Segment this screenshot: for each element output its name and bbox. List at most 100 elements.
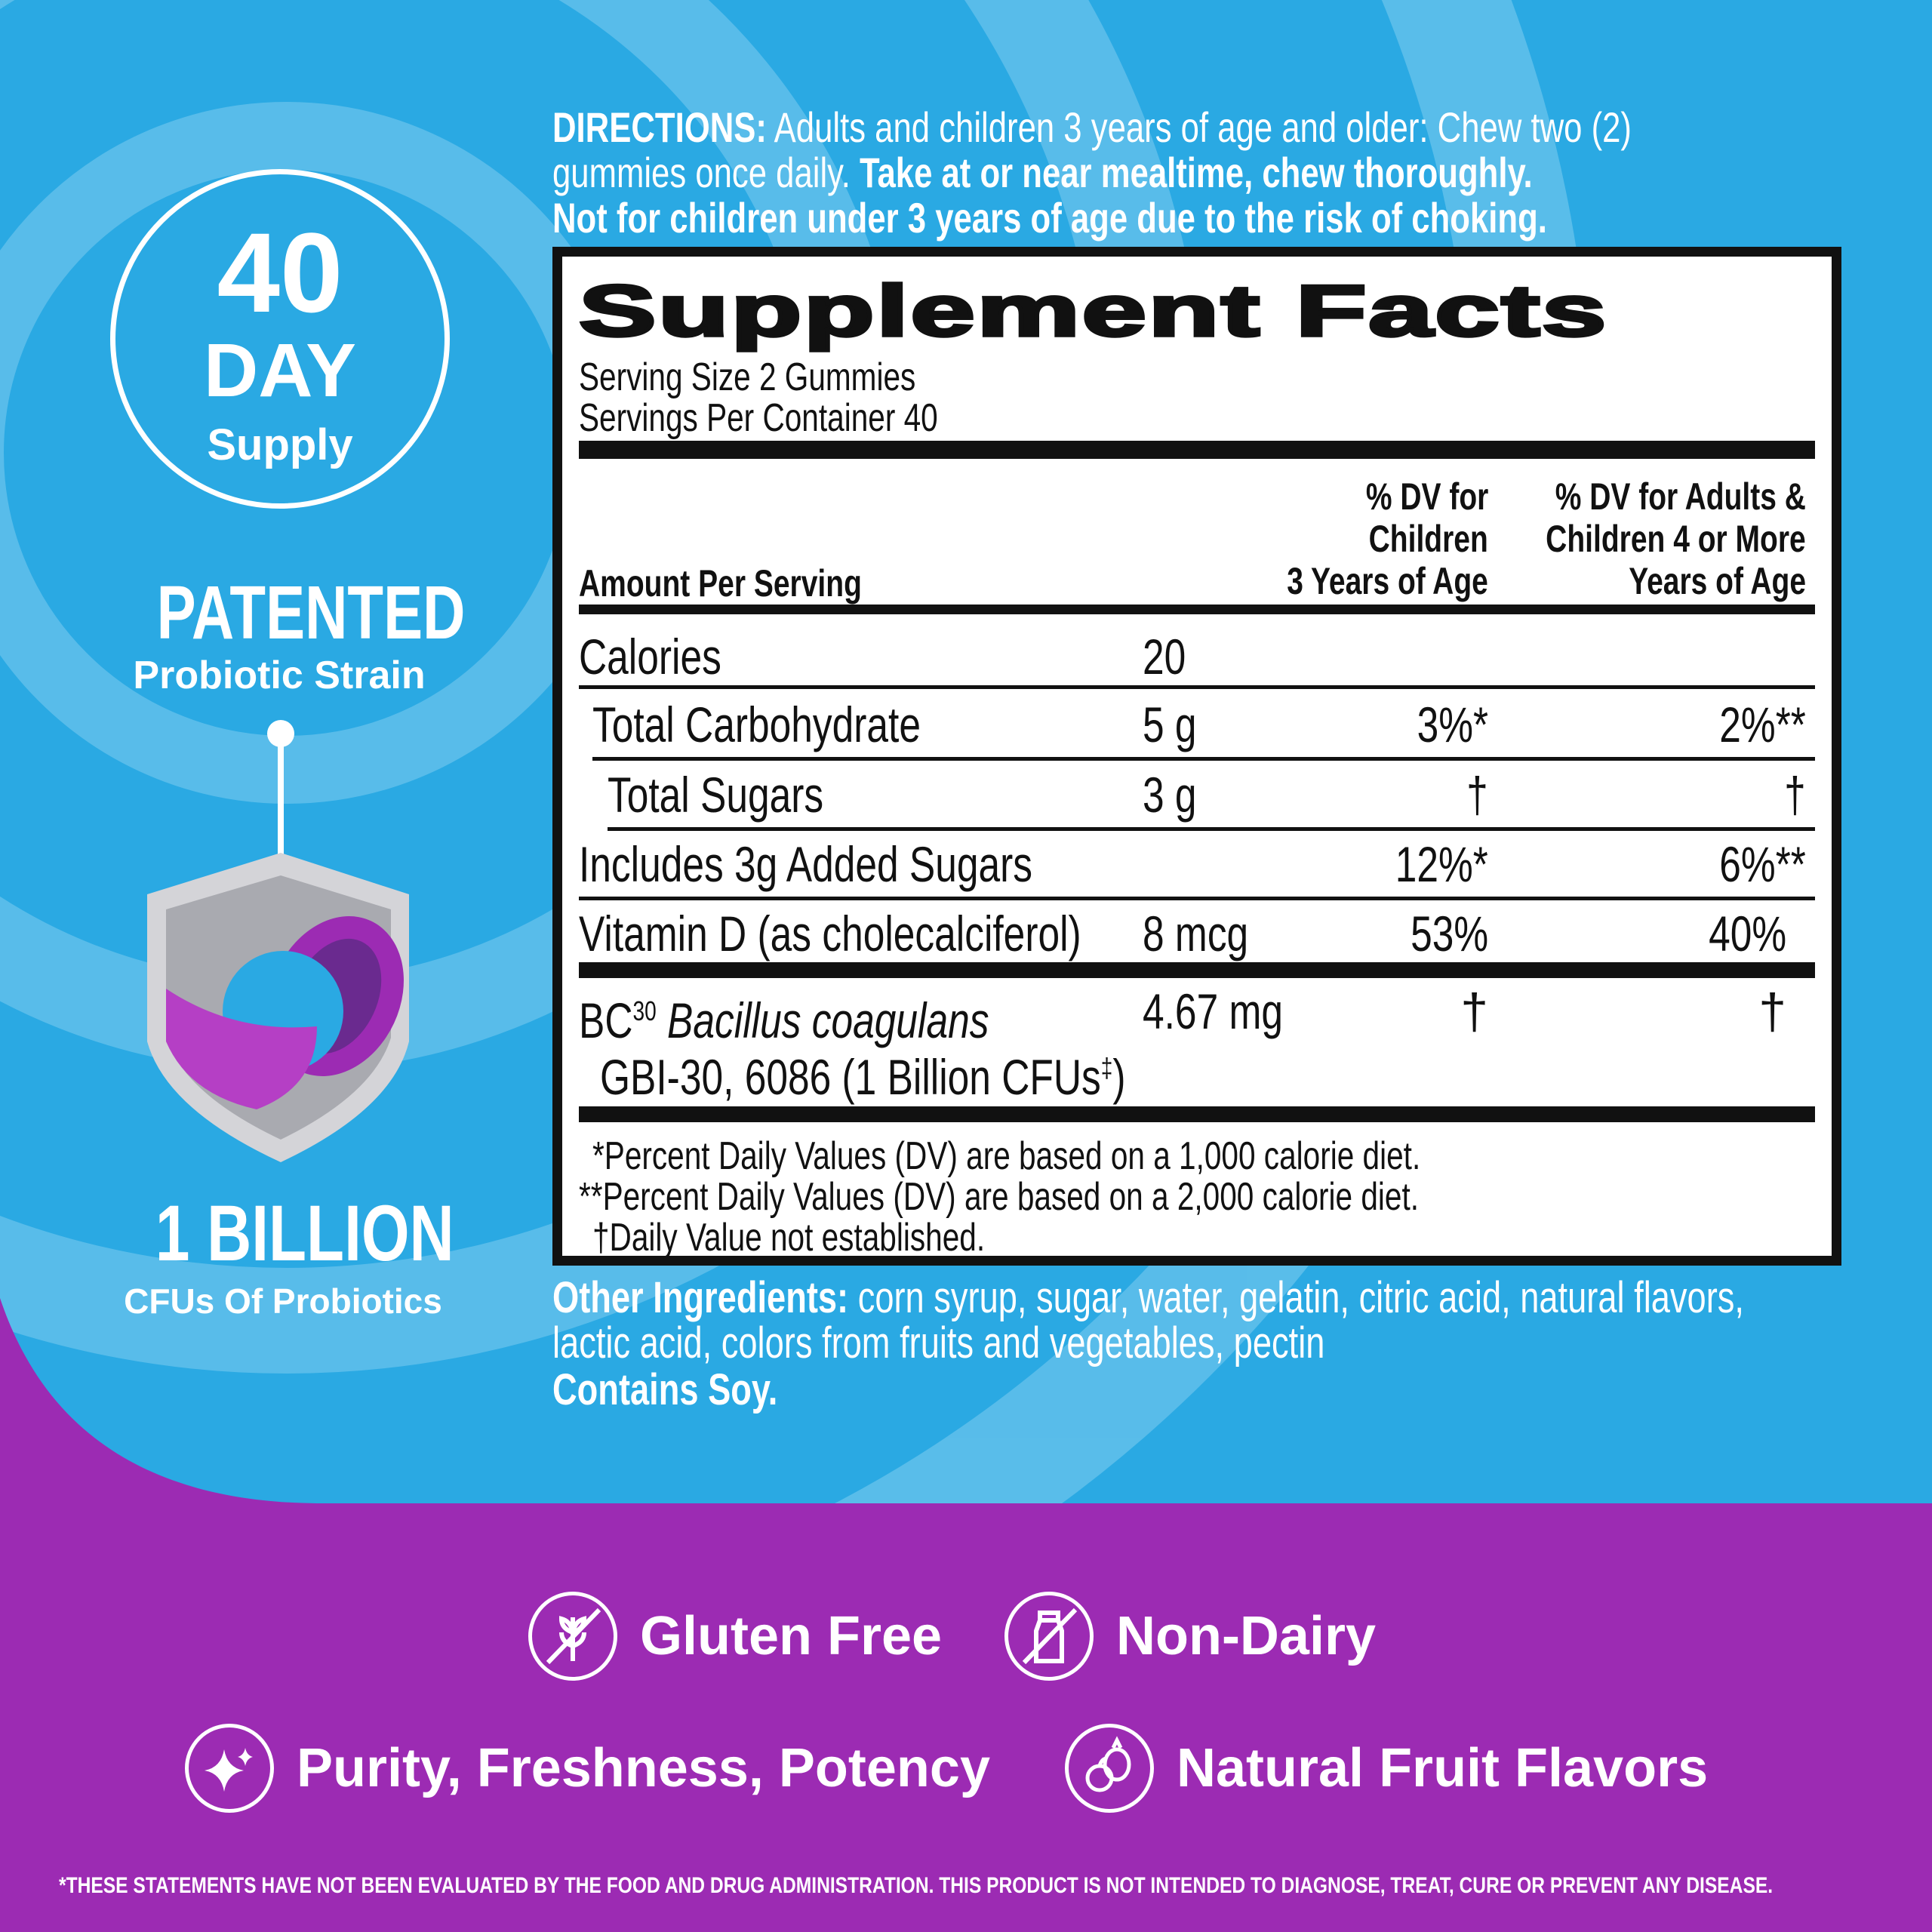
nutrient-amount-text: 5 g xyxy=(1143,697,1197,752)
footnote-3: †Daily Value not established. xyxy=(592,1217,1096,1258)
header-line: % DV for Adults & xyxy=(1555,475,1806,518)
badge-label: Gluten Free xyxy=(640,1606,943,1666)
fda-disclaimer: *THESE STATEMENTS HAVE NOT BEEN EVALUATE… xyxy=(59,1873,1932,1899)
nutrient-name: Total Sugars xyxy=(608,768,884,821)
nutrient-dv-children-text: 3%* xyxy=(1417,697,1488,752)
nutrient-dv-children-text: † xyxy=(1466,767,1488,823)
row-divider xyxy=(592,757,1815,761)
servings-text: Servings Per Container 40 xyxy=(579,396,938,440)
cfus-label: CFUs Of Probiotics xyxy=(124,1281,442,1321)
days-count: 40 xyxy=(217,209,343,336)
fruit-icon xyxy=(1065,1724,1154,1813)
children-dv-header: % DV for Children 3 Years of Age xyxy=(1230,475,1488,602)
probiotic-prefix: BC xyxy=(579,992,633,1048)
probiotic-amount: 4.67 mg xyxy=(1143,985,1322,1038)
supply-label: Supply xyxy=(207,420,353,469)
supply-badge: 40 DAY Supply xyxy=(110,169,450,509)
patented-text: PATENTED xyxy=(156,571,466,655)
directions-line-1: DIRECTIONS: Adults and children 3 years … xyxy=(552,105,1932,150)
divider-medium xyxy=(579,605,1815,614)
allergen-statement: Contains Soy. xyxy=(552,1367,841,1413)
nutrient-dv-children: † xyxy=(1460,768,1488,821)
facts-title-text: Supplement Facts xyxy=(577,270,1609,352)
probiotic-dv-children: † xyxy=(1460,983,1488,1039)
footnote-text: **Percent Daily Values (DV) are based on… xyxy=(579,1175,1420,1219)
footnote-text: *Percent Daily Values (DV) are based on … xyxy=(592,1134,1421,1178)
day-label: DAY xyxy=(204,328,356,413)
serving-size-text: Serving Size 2 Gummies xyxy=(579,355,916,399)
supplement-facts-panel: Supplement Facts Serving Size 2 Gummies … xyxy=(552,247,1841,1266)
choking-warning: Not for children under 3 years of age du… xyxy=(552,194,1547,242)
ingredients-label: Other Ingredients: xyxy=(552,1273,849,1322)
allergen-text: Contains Soy. xyxy=(552,1365,778,1414)
nutrient-amount: 5 g xyxy=(1143,698,1212,751)
nutrient-name-text: Vitamin D (as cholecalciferol) xyxy=(579,906,1081,961)
divider-thick xyxy=(579,1106,1815,1122)
nutrient-amount: 8 mcg xyxy=(1143,907,1278,960)
directions-emphasis: Take at or near mealtime, chew thoroughl… xyxy=(860,149,1533,196)
nutrient-dv-children: 3%* xyxy=(1397,698,1488,751)
ingredients-text: corn syrup, sugar, water, gelatin, citri… xyxy=(857,1273,1744,1322)
directions-text: gummies once daily. xyxy=(552,149,851,196)
directions-label: DIRECTIONS: xyxy=(552,103,767,151)
directions-line-3: Not for children under 3 years of age du… xyxy=(552,195,1828,241)
row-divider xyxy=(608,827,1815,831)
directions-line-2: gummies once daily. Take at or near meal… xyxy=(552,150,1809,195)
nutrient-name-text: Total Sugars xyxy=(608,767,824,823)
header-line: Years of Age xyxy=(1629,560,1806,602)
no-milk-icon xyxy=(1004,1592,1094,1681)
badge-non-dairy: Non-Dairy xyxy=(1004,1592,1376,1681)
strain-sup: ‡ xyxy=(1100,1052,1113,1083)
nutrient-dv-adults-text: † xyxy=(1784,767,1806,823)
row-divider xyxy=(579,897,1815,900)
divider-thick xyxy=(579,441,1815,459)
nutrient-amount-text: 8 mcg xyxy=(1143,906,1249,961)
nutrient-amount: 3 g xyxy=(1143,768,1212,821)
footnote-text: †Daily Value not established. xyxy=(592,1216,986,1260)
nutrient-amount-text: 3 g xyxy=(1143,767,1197,823)
nutrient-dv-adults: 40% xyxy=(1687,907,1786,960)
ingredients-text: lactic acid, colors from fruits and vege… xyxy=(552,1318,1325,1367)
nutrient-name: Includes 3g Added Sugars xyxy=(579,838,1161,891)
probiotic-shield-icon xyxy=(147,720,409,1162)
probiotic-sup: 30 xyxy=(632,995,657,1026)
strain-end: ) xyxy=(1112,1049,1126,1105)
badge-label: Purity, Freshness, Potency xyxy=(297,1738,990,1798)
probiotic-strain: GBI-30, 6086 (1 Billion CFUs‡) xyxy=(600,1041,1274,1103)
nutrient-dv-children: 53% xyxy=(1389,907,1488,960)
badge-natural-fruit: Natural Fruit Flavors xyxy=(1065,1724,1708,1813)
nutrient-name: Calories xyxy=(579,630,761,683)
ingredients-line-1: Other Ingredients: corn syrup, sugar, wa… xyxy=(552,1275,1932,1321)
nutrient-dv-adults-text: 2%** xyxy=(1719,697,1806,752)
amount-header: Amount Per Serving xyxy=(579,562,942,605)
badge-gluten-free: Gluten Free xyxy=(528,1592,942,1681)
header-line: Children 4 or More xyxy=(1546,518,1806,560)
footnote-2: **Percent Daily Values (DV) are based on… xyxy=(579,1177,1656,1217)
strain-label: Probiotic Strain xyxy=(133,654,426,697)
nutrient-dv-adults: 6%** xyxy=(1695,838,1806,891)
servings-per-container: Servings Per Container 40 xyxy=(579,398,1039,438)
header-line: % DV for xyxy=(1365,475,1488,518)
divider-thick xyxy=(579,962,1815,978)
footnote-1: *Percent Daily Values (DV) are based on … xyxy=(592,1136,1654,1177)
directions-text: Adults and children 3 years of age and o… xyxy=(774,103,1632,151)
disclaimer-text: *THESE STATEMENTS HAVE NOT BEEN EVALUATE… xyxy=(59,1873,1774,1898)
nutrient-dv-children-text: 53% xyxy=(1410,906,1488,961)
nutrient-amount-text: 20 xyxy=(1143,629,1186,685)
no-wheat-icon xyxy=(528,1592,617,1681)
facts-title: Supplement Facts xyxy=(577,266,1609,356)
nutrient-name: Total Carbohydrate xyxy=(592,698,1014,751)
nutrient-dv-children-text: 12%* xyxy=(1395,836,1488,892)
badge-purity: Purity, Freshness, Potency xyxy=(185,1724,990,1813)
billion-label: 1 BILLION xyxy=(113,1189,454,1279)
nutrient-dv-children: 12%* xyxy=(1369,838,1488,891)
probiotic-dv-adults: † xyxy=(1758,983,1786,1039)
ingredients-line-2: lactic acid, colors from fruits and vege… xyxy=(552,1321,1543,1366)
nutrient-name: Vitamin D (as cholecalciferol) xyxy=(579,907,1223,960)
badge-label: Non-Dairy xyxy=(1116,1606,1377,1666)
amount-header-text: Amount Per Serving xyxy=(579,562,862,605)
nutrient-name-text: Total Carbohydrate xyxy=(592,697,921,752)
nutrient-dv-adults: † xyxy=(1778,768,1806,821)
row-divider xyxy=(579,685,1815,689)
billion-text: 1 BILLION xyxy=(155,1189,454,1278)
